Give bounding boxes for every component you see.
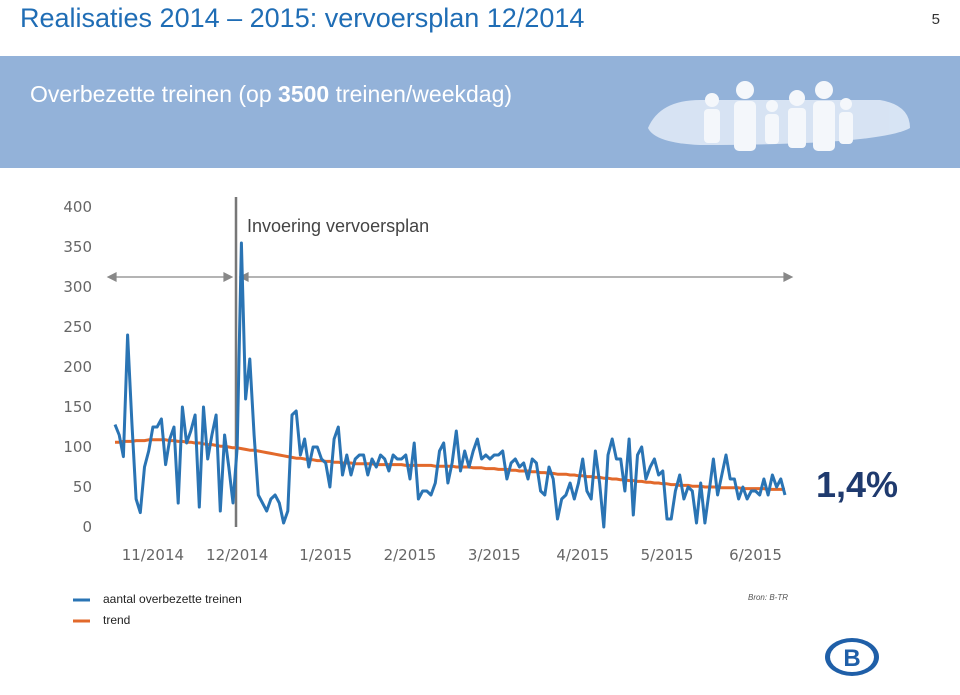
logo: B (825, 638, 879, 676)
y-tick-label: 100 (63, 438, 92, 456)
subtitle: Overbezette treinen (op 3500 treinen/wee… (30, 81, 512, 107)
y-tick-label: 350 (63, 238, 92, 256)
subtitle-part: Overbezette treinen (op (30, 81, 278, 107)
y-tick-label: 0 (82, 518, 92, 536)
y-tick-label: 300 (63, 278, 92, 296)
y-tick-label: 400 (63, 198, 92, 216)
x-tick-label: 12/2014 (206, 546, 268, 564)
legend: aantal overbezette treinen trend (73, 592, 242, 627)
y-tick-label: 250 (63, 318, 92, 336)
annotation: Invoering vervoersplan (247, 216, 429, 236)
x-tick-label: 3/2015 (468, 546, 521, 564)
slide-title: Realisaties 2014 – 2015: vervoersplan 12… (20, 3, 584, 33)
y-tick-label: 150 (63, 398, 92, 416)
series-line (113, 241, 787, 529)
legend-label: aantal overbezette treinen (103, 592, 242, 606)
x-tick-label: 1/2015 (299, 546, 352, 564)
x-tick-label: 6/2015 (729, 546, 782, 564)
subtitle-part: 3500 (278, 81, 329, 107)
period-arrows (106, 272, 794, 282)
y-tick-label: 50 (73, 478, 92, 496)
annotation: 1,4% (816, 464, 898, 505)
page-number: 5 (932, 11, 940, 28)
svg-text:B: B (843, 645, 860, 672)
x-tick-label: 2/2015 (384, 546, 437, 564)
source: Bron: B-TR (748, 593, 788, 602)
x-tick-label: 4/2015 (556, 546, 609, 564)
y-tick-label: 200 (63, 358, 92, 376)
train-icon (648, 81, 910, 151)
subtitle-part: treinen/weekdag) (329, 81, 512, 107)
x-tick-label: 5/2015 (641, 546, 694, 564)
x-tick-label: 11/2014 (122, 546, 184, 564)
footer (0, 630, 960, 695)
legend-label: trend (103, 613, 130, 627)
